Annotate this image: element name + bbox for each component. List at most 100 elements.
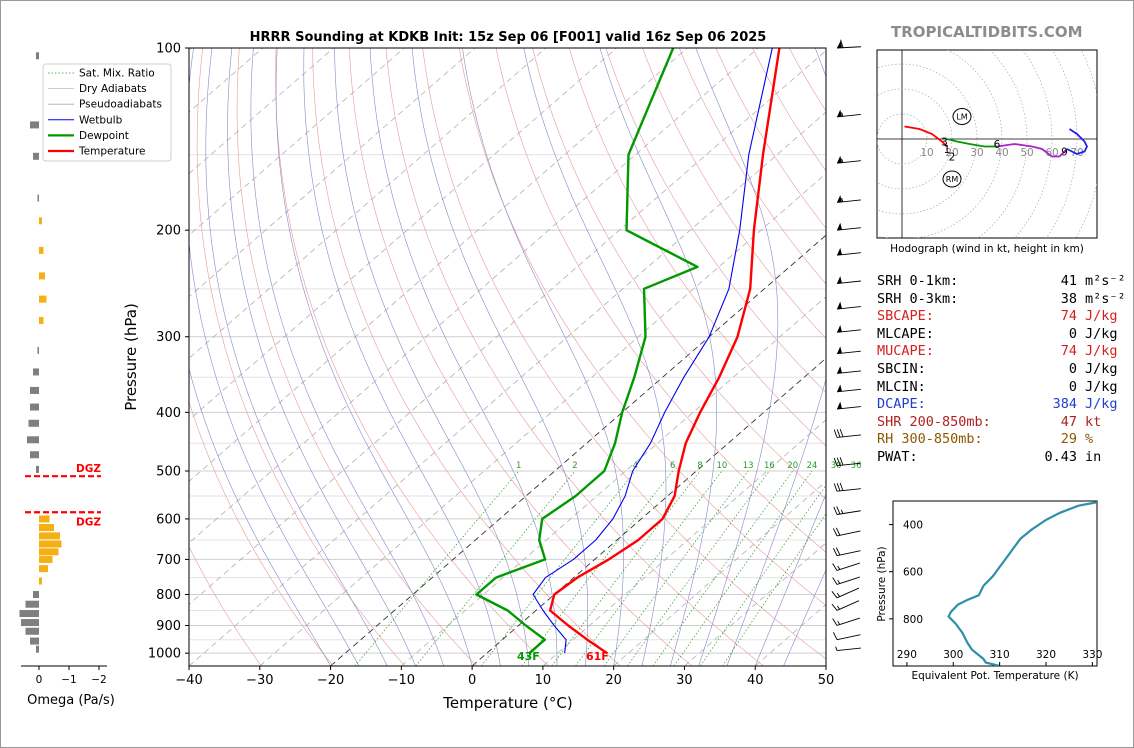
hodo-height-label: 9 [1061, 147, 1068, 159]
barb-staff [836, 160, 861, 164]
index-label: MLCIN: [877, 378, 926, 395]
wind-barb [836, 109, 861, 118]
theta-e-x-tick-label: 300 [943, 649, 963, 661]
omega-bar [39, 246, 44, 254]
barb-staff [836, 617, 860, 626]
skewt-profiles [475, 48, 781, 655]
hodo-ring [877, 50, 1003, 238]
hodo-segment [904, 125, 948, 148]
x-tick-label: −30 [246, 673, 273, 688]
wind-barb [831, 600, 860, 611]
hodo-ring-label: 40 [995, 147, 1008, 159]
dry-adiabat [495, 48, 826, 553]
moist-adiabat [754, 493, 826, 666]
omega-bar [33, 152, 39, 160]
omega-tick-label: −2 [91, 674, 106, 686]
barb-full [833, 506, 838, 515]
barb-staff [836, 462, 861, 467]
index-value: 0 [1068, 360, 1077, 377]
barb-staff [836, 576, 860, 585]
omega-bar [25, 600, 39, 608]
theta-e-x-tick-label: 310 [990, 649, 1010, 661]
x-tick-label: 40 [747, 673, 764, 688]
index-label: MUCAPE: [877, 343, 934, 360]
barb-flag [837, 276, 842, 284]
surface-temp-label: 61F [586, 650, 609, 663]
hodo-height-label: 2 [949, 152, 956, 164]
mixing-ratio-line [652, 470, 793, 666]
barb-full [832, 618, 838, 626]
hodo-ring-label: 30 [970, 147, 983, 159]
index-unit: m²s⁻² [1085, 290, 1126, 307]
wind-barb [836, 247, 861, 256]
wind-barb [836, 276, 861, 284]
moist-adiabat [303, 48, 501, 666]
y-tick-label: 600 [156, 512, 181, 527]
barb-full [840, 39, 844, 48]
wind-barb [836, 195, 861, 203]
temperature-line [548, 48, 781, 655]
hodo-ring [1045, 50, 1078, 238]
omega-bar [37, 194, 39, 202]
barb-staff [836, 46, 861, 49]
index-unit: m²s⁻² [1085, 273, 1126, 289]
mixing-ratio-line [575, 470, 723, 666]
index-unit: J/kg [1085, 325, 1118, 342]
omega-bar [39, 540, 62, 548]
mixing-ratio-label: 6 [670, 461, 675, 471]
mixing-ratio-labels: 1 2 4 6 8 10 13 16 20 24 30 36 [516, 461, 861, 471]
y-tick-label: 700 [156, 553, 181, 568]
isotherm [189, 48, 688, 482]
index-label: SRH 0-1km: [877, 273, 959, 289]
omega-bar [30, 637, 39, 645]
moist-adiabat [462, 48, 624, 666]
isotherm [189, 48, 476, 298]
x-tick-label: −40 [175, 673, 202, 688]
wind-barb [836, 401, 861, 410]
wind-barb [832, 547, 861, 557]
mixing-ratio-label: 30 [831, 461, 842, 471]
legend-label: Wetbulb [79, 114, 123, 126]
moist-adiabat [250, 48, 445, 666]
index-value: 38 [1060, 290, 1077, 307]
wind-barb [832, 576, 860, 585]
index-label: PWAT: [877, 448, 918, 465]
omega-tick-label: 0 [36, 674, 43, 686]
skewt-plot-frame [188, 47, 827, 667]
barb-full [836, 506, 841, 515]
theta-e-y-tick-label: 800 [903, 614, 923, 626]
chart-title: HRRR Sounding at KDKB Init: 15z Sep 06 [… [250, 30, 767, 45]
omega-bar [39, 217, 42, 225]
index-label: MLCAPE: [877, 325, 934, 342]
isotherm [189, 48, 617, 421]
hodo-ring-label: 20 [945, 147, 958, 159]
omega-bar [30, 403, 39, 411]
barb-flag [837, 384, 842, 392]
dry-adiabat [189, 546, 262, 666]
storm-motion-marker [942, 170, 962, 188]
dgz-label: DGZ [76, 463, 101, 475]
moist-adiabat [189, 367, 331, 666]
index-unit: J/kg [1085, 343, 1118, 360]
index-unit: % [1085, 431, 1094, 448]
barb-staff [836, 587, 860, 599]
barb-half [841, 158, 844, 163]
y-tick-label: 200 [156, 224, 181, 239]
dry-adiabat [312, 48, 621, 666]
moist-adiabat [695, 48, 779, 666]
wind-barb [832, 617, 860, 626]
mixing-ratio-label: 13 [743, 461, 754, 471]
omega-bar [39, 524, 54, 532]
barb-flag [837, 222, 842, 231]
barb-staff [836, 510, 861, 515]
theta-e-y-label: Pressure (hPa) [876, 546, 888, 621]
legend-label: Sat. Mix. Ratio [79, 68, 155, 80]
dry-adiabat [196, 48, 406, 666]
barb-staff [836, 113, 861, 118]
barb-flag [837, 195, 842, 203]
hodo-height-label: 6 [994, 139, 1001, 151]
barb-half [835, 646, 838, 651]
omega-bar [25, 627, 39, 635]
